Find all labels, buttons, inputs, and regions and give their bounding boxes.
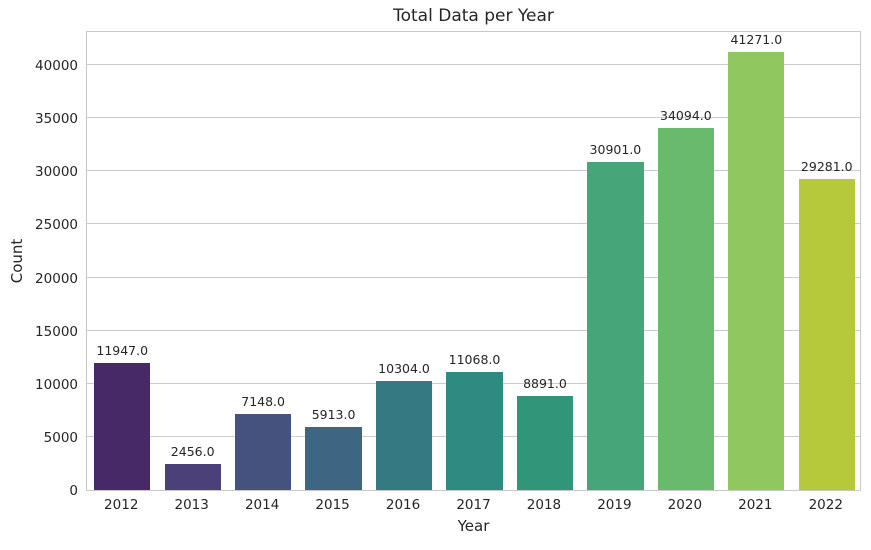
x-axis-label: Year — [457, 517, 490, 535]
y-tick-label: 35000 — [35, 111, 78, 128]
bar-value-label: 5913.0 — [311, 407, 356, 423]
bar-value-label: 30901.0 — [589, 141, 642, 157]
y-tick-label: 10000 — [35, 376, 78, 393]
gridline — [87, 223, 860, 225]
y-tick-label: 25000 — [35, 217, 78, 234]
bar — [375, 380, 433, 490]
x-tick-label: 2013 — [174, 497, 209, 513]
bar — [728, 51, 785, 490]
bar — [234, 414, 292, 490]
bar — [587, 161, 644, 490]
bar — [516, 395, 574, 490]
bar-value-label: 41271.0 — [730, 31, 783, 47]
gridline — [87, 170, 860, 172]
y-axis-label: Count — [8, 238, 26, 284]
plot-area: 11947.0 2456.0 7148.0 5913.0 10304.0 11068.0 8… — [86, 31, 861, 491]
x-tick-label: 2022 — [808, 497, 843, 513]
x-tick-label: 2015 — [315, 497, 350, 513]
y-tick-label: 40000 — [35, 58, 78, 75]
gridline — [87, 64, 860, 66]
x-tick-label: 2014 — [244, 497, 280, 513]
gridline — [87, 117, 860, 119]
bar-value-label: 11068.0 — [448, 352, 501, 368]
bar-value-label: 29281.0 — [800, 158, 853, 174]
bar — [798, 178, 855, 490]
x-tick-label: 2012 — [104, 497, 139, 513]
x-tick-label: 2017 — [456, 497, 491, 513]
y-tick-label: 0 — [69, 483, 78, 499]
bar-value-label: 11947.0 — [96, 343, 149, 359]
bar-value-label: 8891.0 — [523, 375, 567, 391]
bar-value-label: 7148.0 — [241, 394, 285, 410]
x-tick-label: 2021 — [738, 497, 773, 513]
bar — [164, 463, 221, 490]
y-tick-label: 15000 — [35, 323, 78, 340]
y-tick-label: 5000 — [43, 429, 78, 446]
bar-value-label: 10304.0 — [378, 360, 430, 376]
y-tick-label: 30000 — [35, 164, 78, 181]
gridline — [87, 329, 860, 331]
x-tick-label: 2018 — [526, 497, 562, 513]
bar — [305, 427, 362, 490]
bar-value-label: 34094.0 — [660, 107, 712, 123]
x-tick-label: 2019 — [597, 497, 632, 513]
chart-title: Total Data per Year — [393, 6, 554, 26]
gridline — [87, 276, 860, 278]
bar — [94, 363, 151, 490]
bar-value-label: 2456.0 — [170, 443, 215, 459]
y-tick-label: 20000 — [35, 270, 78, 287]
x-tick-label: 2016 — [385, 497, 421, 513]
bar — [446, 372, 503, 490]
bar — [657, 127, 715, 490]
x-tick-label: 2020 — [667, 497, 703, 513]
